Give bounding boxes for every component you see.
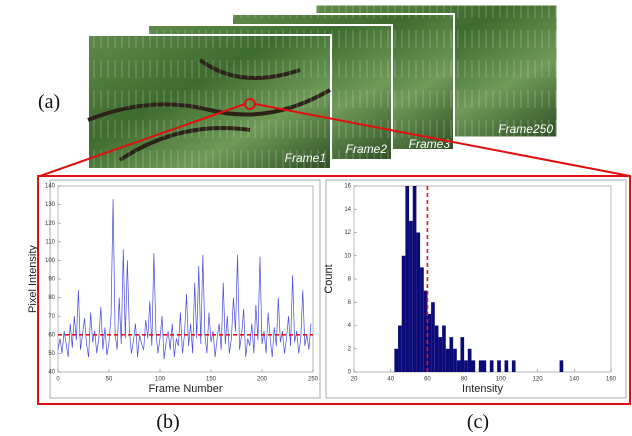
frame-label: Frame2 — [346, 142, 388, 156]
histogram-bar — [423, 290, 428, 372]
y-tick-label: 130 — [45, 202, 56, 208]
histogram-bar — [416, 232, 421, 372]
y-tick-label: 6 — [348, 300, 352, 306]
x-tick-label: 40 — [387, 377, 394, 383]
panel-box — [325, 179, 627, 399]
histogram-bar — [427, 313, 432, 372]
histogram-bar — [394, 348, 399, 372]
histogram-bar — [420, 267, 424, 372]
histogram-bar — [511, 360, 516, 372]
histogram-bar — [434, 325, 439, 372]
y-tick-label: 16 — [344, 184, 351, 190]
y-tick-label: 100 — [45, 258, 56, 264]
x-tick-label: 50 — [106, 377, 113, 383]
histogram-bar — [478, 360, 483, 372]
x-tick-label: 100 — [155, 377, 166, 383]
x-tick-label: 160 — [606, 377, 617, 383]
panel-label: (c) — [467, 411, 489, 433]
x-tick-label: 100 — [496, 377, 507, 383]
frame-image — [87, 34, 332, 170]
y-tick-label: 80 — [48, 295, 55, 301]
y-tick-label: 2 — [348, 346, 352, 352]
frame-label: Frame3 — [409, 137, 451, 151]
y-tick-label: 4 — [348, 323, 352, 329]
y-tick-label: 14 — [344, 207, 351, 213]
histogram-bar — [398, 325, 402, 372]
frame-label: Frame1 — [285, 151, 326, 165]
histogram-bar — [497, 360, 501, 372]
x-axis-label: Intensity — [462, 383, 503, 395]
x-axis-label: Frame Number — [149, 383, 223, 395]
y-tick-label: 120 — [45, 221, 56, 227]
histogram-bar — [453, 348, 457, 372]
histogram-bar — [467, 348, 472, 372]
histogram-bar — [431, 302, 435, 372]
y-tick-label: 140 — [45, 184, 56, 190]
x-tick-label: 250 — [308, 377, 319, 383]
histogram-bar — [409, 220, 413, 372]
y-tick-label: 50 — [48, 351, 55, 357]
y-tick-label: 10 — [344, 253, 351, 259]
y-axis-label: Count — [323, 264, 335, 293]
y-tick-label: 60 — [48, 332, 55, 338]
x-tick-label: 20 — [351, 377, 358, 383]
frame-stack: Frame1 Frame2 Frame3 Frame250 — [87, 4, 558, 170]
histogram-bar — [464, 360, 468, 372]
histogram-bar — [482, 360, 487, 372]
histogram-bar — [405, 186, 410, 372]
x-tick-label: 140 — [569, 377, 580, 383]
x-tick-label: 60 — [424, 377, 431, 383]
histogram-bar — [460, 337, 465, 372]
histogram-bar — [445, 348, 450, 372]
y-tick-label: 0 — [348, 370, 352, 376]
zoom-callout — [37, 98, 631, 405]
histogram-bar — [401, 255, 406, 372]
y-tick-label: 12 — [344, 230, 351, 236]
frame-label: Frame250 — [498, 122, 553, 136]
y-axis-label: Pixel Intensity — [27, 245, 39, 313]
x-tick-label: 150 — [206, 377, 217, 383]
x-tick-label: 200 — [257, 377, 268, 383]
panel-box — [49, 179, 321, 399]
x-tick-label: 120 — [533, 377, 544, 383]
x-tick-label: 0 — [56, 377, 60, 383]
panel-label: (b) — [156, 411, 179, 433]
histogram-bar — [456, 360, 461, 372]
y-tick-label: 8 — [348, 277, 352, 283]
histogram-bar — [471, 360, 476, 372]
x-tick-label: 80 — [461, 377, 468, 383]
histogram-bar — [504, 360, 509, 372]
y-tick-label: 110 — [45, 239, 55, 245]
histogram-bar — [412, 186, 417, 372]
y-tick-label: 40 — [48, 370, 55, 376]
histogram-bar — [438, 337, 443, 372]
y-tick-label: 70 — [48, 314, 55, 320]
histogram-bar — [559, 360, 564, 372]
histogram-bar — [489, 360, 494, 372]
histogram-bar — [449, 337, 454, 372]
panel-label: (a) — [38, 91, 60, 113]
y-tick-label: 90 — [48, 277, 55, 283]
histogram-bar — [442, 325, 446, 372]
